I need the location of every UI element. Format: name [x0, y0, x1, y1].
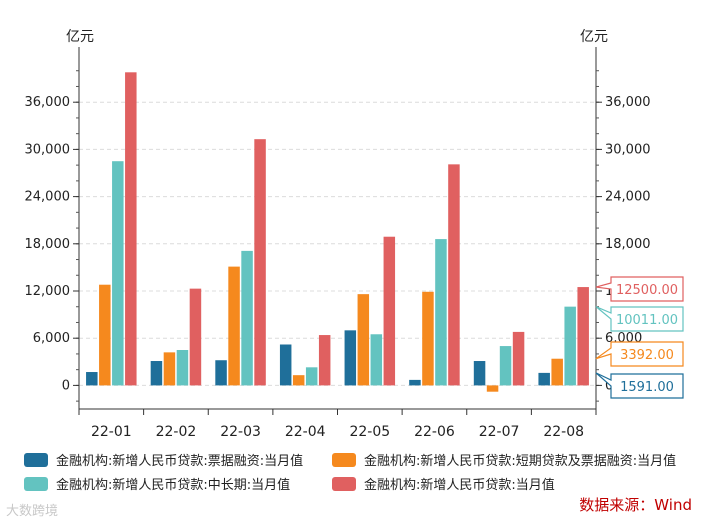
end-value-callout: [595, 341, 684, 367]
bar: [112, 161, 124, 386]
watermark-logo: 大数跨境: [6, 504, 59, 519]
x-tick-label: 22-04: [285, 424, 326, 440]
legend-swatch: [24, 452, 48, 467]
bar: [512, 331, 525, 386]
bar: [551, 358, 563, 386]
bar: [254, 139, 266, 386]
x-tick-label: 22-05: [349, 424, 390, 440]
end-value-label: 10011.00: [616, 313, 678, 328]
x-tick-label: 22-02: [156, 424, 197, 440]
y-tick-label-left: 36,000: [25, 95, 71, 110]
bar: [176, 350, 189, 386]
y-unit-right: 亿元: [580, 29, 608, 45]
y-tick-label-right: 18,000: [605, 237, 651, 252]
y-tick-label-left: 18,000: [25, 237, 71, 252]
bar: [241, 250, 253, 386]
bar: [125, 72, 137, 386]
bar: [279, 344, 292, 386]
x-tick-label: 22-01: [91, 424, 132, 440]
y-tick-label-right: 24,000: [605, 190, 651, 205]
bar: [228, 266, 240, 386]
bar: [292, 375, 305, 386]
bar: [163, 352, 176, 386]
y-tick-label-left: 12,000: [25, 284, 71, 299]
x-tick-label: 22-08: [543, 424, 584, 440]
legend-label: 金融机构:新增人民币贷款:中长期:当月值: [56, 478, 291, 493]
legend-item-series-3[interactable]: 金融机构:新增人民币贷款:中长期:当月值: [24, 474, 290, 493]
bar: [99, 284, 111, 386]
bar: [150, 361, 163, 386]
bar: [499, 346, 512, 386]
y-tick-label-right: 0: [605, 378, 613, 393]
end-value-callout: [595, 372, 684, 399]
legend-item-series-2[interactable]: 金融机构:新增人民币贷款:短期贷款及票据融资:当月值: [332, 450, 676, 469]
bar-chart: 006,0006,00012,00012,00018,00018,00024,0…: [25, 29, 684, 440]
end-value-callout: [595, 276, 684, 302]
end-value-callout: [595, 306, 684, 332]
bar: [189, 288, 202, 386]
bar: [357, 294, 370, 386]
y-tick-label-right: 36,000: [605, 95, 651, 110]
bar: [305, 367, 318, 386]
legend-swatch: [332, 476, 356, 491]
legend-label: 金融机构:新增人民币贷款:票据融资:当月值: [56, 454, 304, 469]
bar: [564, 306, 576, 386]
end-value-label: 3392.00: [620, 348, 674, 363]
bar: [344, 330, 357, 386]
legend-swatch: [332, 452, 356, 467]
bar: [422, 291, 434, 386]
legend-item-series-1[interactable]: 金融机构:新增人民币贷款:票据融资:当月值: [24, 450, 303, 469]
x-tick-label: 22-03: [220, 424, 261, 440]
x-tick-label: 22-07: [479, 424, 520, 440]
y-tick-label-left: 0: [62, 378, 70, 393]
bar: [86, 372, 98, 386]
x-tick-label: 22-06: [414, 424, 455, 440]
bar: [473, 361, 486, 386]
legend-item-series-4[interactable]: 金融机构:新增人民币贷款:当月值: [332, 474, 555, 493]
bar: [409, 379, 421, 386]
legend-label: 金融机构:新增人民币贷款:当月值: [364, 478, 555, 493]
y-tick-label-left: 30,000: [25, 142, 71, 157]
bar: [383, 236, 396, 386]
y-unit-left: 亿元: [66, 29, 94, 45]
bar: [370, 334, 383, 386]
data-source-note: 数据来源：Wind: [579, 496, 692, 514]
bar: [486, 385, 499, 392]
end-value-label: 1591.00: [620, 380, 674, 395]
legend-swatch: [24, 476, 48, 491]
bar: [448, 164, 460, 386]
y-tick-label-right: 30,000: [605, 142, 651, 157]
bar: [435, 239, 447, 386]
legend-label: 金融机构:新增人民币贷款:短期贷款及票据融资:当月值: [364, 454, 677, 469]
bar: [318, 335, 331, 386]
end-value-label: 12500.00: [616, 283, 678, 298]
y-tick-label-left: 6,000: [33, 331, 70, 346]
bar: [538, 372, 550, 386]
bar: [577, 287, 589, 386]
y-tick-label-left: 24,000: [25, 190, 71, 205]
bar: [215, 360, 227, 386]
